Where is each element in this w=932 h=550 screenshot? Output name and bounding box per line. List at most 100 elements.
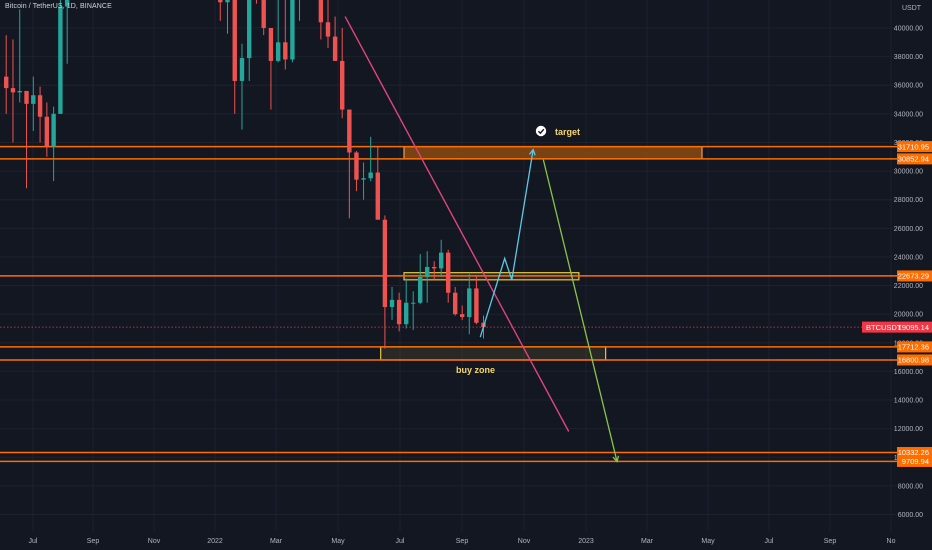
price-axis-label: 38000.00 <box>894 54 923 61</box>
candle-body <box>368 172 373 179</box>
candle-body <box>31 95 36 104</box>
candle-body <box>375 172 380 220</box>
price-axis-label: 30000.00 <box>894 169 923 176</box>
level-tag <box>897 270 932 282</box>
level-tag <box>897 354 932 366</box>
zone-target <box>403 146 703 160</box>
time-axis-label: May <box>701 538 715 545</box>
time-axis-label: Mar <box>270 538 283 545</box>
price-axis-label: 16000.00 <box>894 369 923 376</box>
level-tag-label: 17712.36 <box>898 343 929 352</box>
candle-body <box>64 0 70 7</box>
time-axis-label: No <box>887 538 896 545</box>
time-axis-label: Nov <box>148 538 161 545</box>
level-tag <box>897 141 932 153</box>
candle-body <box>225 0 230 3</box>
candle-body <box>4 76 9 89</box>
level-tag-label: 9709.94 <box>902 457 929 466</box>
candle-body <box>439 252 444 269</box>
candle-body <box>268 28 274 61</box>
level-tag <box>897 341 932 353</box>
candle-body <box>318 0 324 23</box>
currency-label: USDT <box>902 5 922 12</box>
candle-body <box>347 109 352 153</box>
target-label: target <box>555 127 580 137</box>
time-axis-label: Sep <box>824 538 837 545</box>
candle-body <box>37 95 43 117</box>
level-tag-label: 22673.29 <box>898 272 929 281</box>
candles <box>4 0 486 349</box>
price-axis-label: 6000.00 <box>898 512 923 519</box>
candle-body <box>275 42 281 61</box>
horizontal-levels[interactable] <box>0 145 897 463</box>
current-price-tag <box>862 321 932 333</box>
time-axis-label: 2022 <box>207 538 223 545</box>
time-axis-label: May <box>331 538 345 545</box>
time-axis-label: Mar <box>641 538 654 545</box>
candle-body <box>404 302 409 325</box>
price-tags: 31710.95 30852.94 22673.29 17712.36 16800.98… <box>862 141 932 467</box>
candle-body <box>58 6 63 114</box>
candle-body <box>474 288 479 323</box>
projection-up-path <box>479 149 534 338</box>
price-axis-label: 12000.00 <box>894 426 923 433</box>
candle-body <box>425 266 430 277</box>
candle-body <box>10 88 16 93</box>
time-axis-label: 2023 <box>578 538 594 545</box>
projection-down-arrow <box>612 455 620 463</box>
current-price-value: 19095.14 <box>898 323 929 332</box>
time-axis-label: Sep <box>456 538 469 545</box>
trendline[interactable] <box>344 16 570 432</box>
candle-body <box>354 152 359 180</box>
candle-body <box>232 0 237 81</box>
level-tag-label: 16800.98 <box>898 356 929 365</box>
zone-buy-zone <box>380 346 607 361</box>
price-axis-label: 22000.00 <box>894 283 923 290</box>
candle-body <box>332 36 338 61</box>
price-axis-label: 28000.00 <box>894 197 923 204</box>
candle-body <box>247 0 252 59</box>
candle-body <box>239 58 245 81</box>
candle-body <box>290 0 295 60</box>
candle-body <box>24 90 29 104</box>
price-axis-label: 14000.00 <box>894 398 923 405</box>
candle-body <box>432 266 437 269</box>
candle-body <box>389 299 395 308</box>
candle-body <box>418 276 423 303</box>
time-axis[interactable]: Jul Sep Nov 2022 Mar May Jul Sep Nov 2023 Mar May Ju… <box>29 538 896 545</box>
time-axis-label: Jul <box>765 538 774 545</box>
projection-up-arrow <box>528 148 536 156</box>
candle-body <box>218 0 223 3</box>
price-axis-label: 24000.00 <box>894 254 923 261</box>
time-axis-label: Sep <box>87 538 100 545</box>
projection-path[interactable] <box>479 148 620 463</box>
price-axis-label: 8000.00 <box>898 483 923 490</box>
time-axis-label: Jul <box>396 538 405 545</box>
buy-zone-label: buy zone <box>456 365 495 375</box>
candle-body <box>446 252 451 293</box>
symbol-title[interactable]: Bitcoin / TetherUS, 1D, BINANCE <box>5 3 112 10</box>
current-price-symbol: BTCUSDT <box>866 323 902 332</box>
candle-body <box>51 113 56 147</box>
candle-body <box>44 116 50 147</box>
price-axis-label: 26000.00 <box>894 226 923 233</box>
trendline-line <box>344 16 570 432</box>
candle-body <box>411 302 416 304</box>
price-axis-label: 20000.00 <box>894 312 923 319</box>
candle-body <box>325 22 331 37</box>
check-icon <box>535 125 547 137</box>
price-axis-label: 40000.00 <box>894 26 923 33</box>
level-tag-label: 10332.26 <box>898 448 929 457</box>
candle-body <box>382 219 388 308</box>
candle-body <box>453 292 458 315</box>
candle-body <box>460 314 465 318</box>
annotations: target buy zone <box>456 125 580 375</box>
time-axis-label: Jul <box>29 538 38 545</box>
projection-down-path <box>542 159 618 462</box>
candle-body <box>283 42 288 60</box>
level-tag-label: 31710.95 <box>898 142 929 151</box>
candle-body <box>396 299 402 325</box>
